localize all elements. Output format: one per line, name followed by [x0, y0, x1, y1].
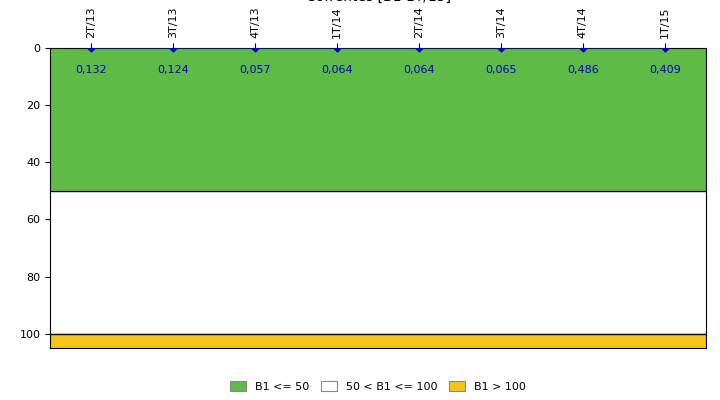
Text: 0,057: 0,057	[239, 65, 271, 75]
Text: 0,065: 0,065	[485, 65, 517, 75]
Text: 0,486: 0,486	[567, 65, 598, 75]
Legend: B1 <= 50, 50 < B1 <= 100, B1 > 100: B1 <= 50, 50 < B1 <= 100, B1 > 100	[225, 377, 531, 396]
Text: 0,132: 0,132	[76, 65, 107, 75]
Title: Cofrentes [B1 1T/15]: Cofrentes [B1 1T/15]	[305, 0, 451, 4]
Text: 0,409: 0,409	[649, 65, 680, 75]
Text: 0,064: 0,064	[403, 65, 435, 75]
Text: 0,064: 0,064	[321, 65, 353, 75]
Text: 0,124: 0,124	[158, 65, 189, 75]
